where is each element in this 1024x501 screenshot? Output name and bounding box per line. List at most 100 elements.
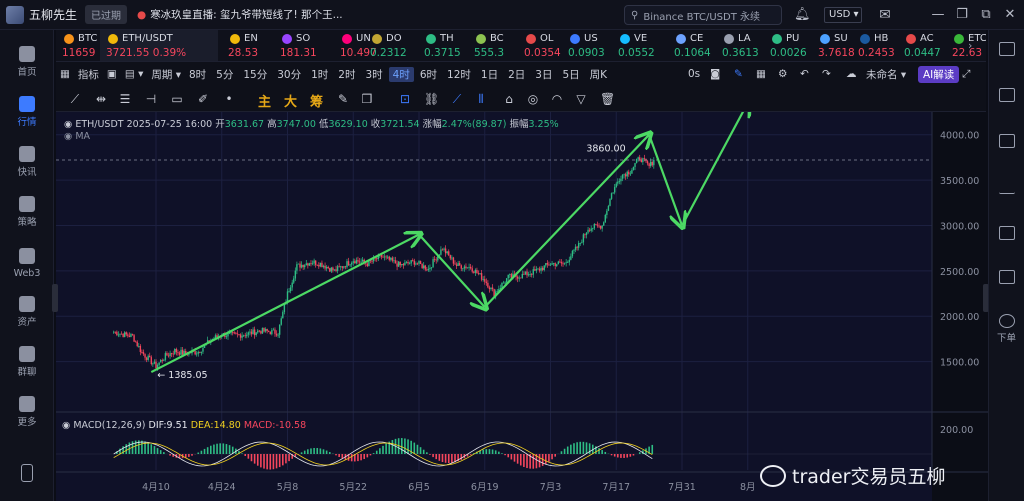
ma-eye-icon[interactable]: ◉	[64, 131, 76, 142]
filter-tool-icon[interactable]: ▽	[576, 92, 586, 106]
watchlist-item[interactable]: PU 0.0026	[764, 30, 812, 61]
edit-tool-icon[interactable]: ✎	[337, 92, 349, 106]
timeframe-3[interactable]: 30分	[277, 68, 302, 81]
window-restore-icon[interactable]: ⧉	[981, 7, 991, 22]
nav-strategy[interactable]: 策略	[0, 192, 54, 236]
timeframe-0[interactable]: 8时	[188, 68, 207, 81]
currency-select[interactable]: USD ▾	[824, 7, 862, 23]
pencil-icon[interactable]: ✎	[734, 68, 743, 80]
watchlist-item[interactable]: LA 0.3613	[716, 30, 764, 61]
chart-panel[interactable]: 1500.00 2000.00 2500.00 3000.00 3500.00 4000.…	[56, 112, 988, 501]
layers-tool-icon[interactable]: ❒	[361, 92, 373, 106]
main-force-button[interactable]: 主	[258, 95, 272, 110]
news-text[interactable]: 寒冰玖皇直播: 玺九爷带短线了! 那个王...	[150, 9, 343, 21]
macd-eye-icon[interactable]: ◉	[62, 420, 74, 431]
watchlist-item[interactable]: SO 181.31	[274, 30, 334, 61]
document-icon[interactable]	[999, 88, 1015, 102]
layout-name[interactable]: 未命名 ▾	[866, 68, 907, 81]
channel-tool-icon[interactable]: ☰	[119, 92, 131, 106]
right-panel-handle[interactable]	[983, 284, 989, 312]
grid-icon[interactable]: ▦	[756, 68, 766, 80]
calendar-icon[interactable]: ▣	[106, 68, 117, 80]
nav-news[interactable]: 快讯	[0, 142, 54, 186]
nav-more[interactable]: 更多	[0, 392, 54, 436]
timeframe-1[interactable]: 5分	[216, 68, 234, 81]
undo-icon[interactable]: ↶	[800, 68, 809, 80]
ma-indicator[interactable]: ◉ MA	[64, 131, 90, 142]
mail-icon[interactable]: ✉	[879, 7, 891, 23]
timeframe-8[interactable]: 6时	[419, 68, 438, 81]
watchlist-item[interactable]: CE 0.1064	[668, 30, 716, 61]
minimize-icon[interactable]: —	[931, 7, 945, 22]
link-tool-icon[interactable]: ⛓	[424, 92, 440, 106]
watchlist-item[interactable]: BTC 11659	[56, 30, 100, 61]
watchlist-item[interactable]: TH 0.3715	[418, 30, 468, 61]
candle-type-icon[interactable]: ▤ ▾	[124, 68, 144, 80]
watchlist-item[interactable]: ETC 22.63	[946, 30, 986, 61]
watchlist-item[interactable]: ETH/USDT 3721.55 0.39%	[100, 30, 218, 61]
timeframe-4[interactable]: 1时	[311, 68, 329, 81]
watchlist-item[interactable]: VE 0.0552	[612, 30, 668, 61]
measure-tool-icon[interactable]: ⟋	[452, 92, 462, 106]
dot-tool-icon[interactable]: •	[225, 92, 233, 106]
crop-tool-icon[interactable]: ⊡	[399, 92, 411, 106]
watchlist-item[interactable]: SU 3.7618	[812, 30, 855, 61]
timeframe-9[interactable]: 12时	[447, 68, 471, 81]
watchlist-item[interactable]: HB 0.2453	[852, 30, 898, 61]
nav-home[interactable]: 首页	[0, 42, 54, 86]
eye-tool-icon[interactable]: ◎	[527, 92, 539, 106]
indicator-button[interactable]: 指标	[77, 68, 99, 81]
brush-tool-icon[interactable]: ✐	[197, 92, 209, 106]
watchlist-item[interactable]: US 0.0903	[562, 30, 612, 61]
period-button[interactable]: 周期 ▾	[151, 68, 181, 81]
search-input[interactable]: ⚲ Binance BTC/USDT 永续	[624, 5, 782, 25]
cloud-icon[interactable]: ☁	[846, 68, 857, 80]
timeframe-5[interactable]: 2时	[338, 68, 356, 81]
close-icon[interactable]: ✕	[1004, 7, 1016, 22]
redo-icon[interactable]: ↷	[822, 68, 831, 80]
nav-assets[interactable]: 资产	[0, 292, 54, 336]
eye-icon[interactable]: ◉	[64, 119, 76, 130]
large-order-button[interactable]: 大	[284, 95, 298, 110]
expand-icon[interactable]: ⤢	[962, 67, 971, 80]
timeframe-12[interactable]: 3日	[535, 68, 553, 81]
bell-icon[interactable]: 🔔︎	[794, 7, 811, 22]
camera-icon[interactable]: ◙	[710, 68, 721, 80]
nav-market[interactable]: 行情	[0, 92, 54, 136]
watchlist-item[interactable]: OL 0.0354	[518, 30, 562, 61]
watchlist-item[interactable]: AC 0.0447	[898, 30, 946, 61]
hline-tool-icon[interactable]: ⇹	[95, 92, 107, 106]
table-icon[interactable]	[999, 226, 1015, 240]
order-label[interactable]: 下单	[997, 333, 1017, 344]
settings-icon[interactable]: ⚙	[778, 68, 788, 80]
layout-icon[interactable]	[999, 42, 1015, 56]
news-ticker[interactable]: ● 寒冰玖皇直播: 玺九爷带短线了! 那个王...	[137, 7, 343, 22]
window-icon[interactable]	[999, 270, 1015, 284]
timeframe-10[interactable]: 1日	[480, 68, 499, 81]
timeframe-13[interactable]: 5日	[562, 68, 580, 81]
phone-icon[interactable]	[0, 460, 54, 501]
timeframe-11[interactable]: 2日	[508, 68, 526, 81]
price-chart[interactable]: 1500.00 2000.00 2500.00 3000.00 3500.00 4000.…	[56, 112, 988, 501]
watchlist-next-icon[interactable]: ›	[968, 39, 973, 52]
expired-badge[interactable]: 已过期	[85, 5, 128, 24]
timeframe-6[interactable]: 3时	[365, 68, 383, 81]
watchlist-item[interactable]: UN 10.497	[334, 30, 377, 61]
timeframe-14[interactable]: 周K	[589, 68, 608, 81]
line-tool-icon[interactable]: ⟋	[70, 92, 80, 106]
rect-tool-icon[interactable]: ▭	[171, 92, 183, 106]
ai-button[interactable]: AI解读	[918, 65, 960, 83]
nav-chat[interactable]: 群聊	[0, 342, 54, 386]
trash-tool-icon[interactable]: 🗑︎	[600, 92, 616, 106]
list-icon[interactable]	[999, 134, 1015, 148]
chip-button[interactable]: 筹	[310, 95, 324, 110]
watchlist-item[interactable]: DO 0.2312	[364, 30, 418, 61]
ray-tool-icon[interactable]: ⊣	[145, 92, 157, 106]
timeframe-7[interactable]: 4时	[388, 66, 414, 82]
order-icon[interactable]	[999, 314, 1015, 328]
magnet-tool-icon[interactable]: ◠	[551, 92, 563, 106]
timeframe-2[interactable]: 15分	[243, 68, 268, 81]
left-panel-handle[interactable]	[52, 284, 58, 312]
bars-tool-icon[interactable]: ⫴	[478, 92, 484, 106]
restore-icon[interactable]: ❐	[956, 7, 968, 22]
